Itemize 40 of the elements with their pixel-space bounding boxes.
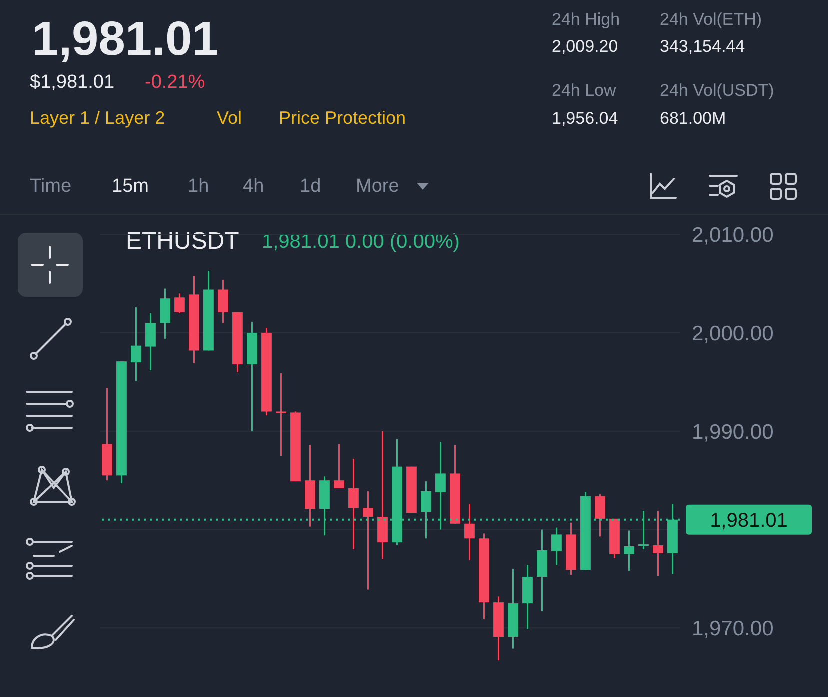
text: 1,956.04 (552, 109, 618, 129)
candlestick (348, 458, 359, 550)
text: ETHUSDT (126, 228, 240, 256)
candlestick (276, 372, 286, 457)
y-tick-label: 2,000.00 (692, 322, 774, 346)
y-tick-label: 2,010.00 (692, 224, 774, 248)
candlestick (624, 530, 634, 572)
text: 2,009.20 (552, 37, 618, 57)
text: More (356, 176, 400, 198)
text: Price Protection (279, 108, 406, 129)
text: $1,981.01 (30, 72, 115, 94)
text: 24h Vol(USDT) (660, 81, 774, 101)
text: -0.21% (145, 72, 206, 94)
text: 24h Low (552, 81, 616, 101)
text: Layer 1 / Layer 2 (30, 108, 166, 129)
candlestick (363, 490, 374, 591)
text: 1d (300, 176, 322, 198)
text: 681.00M (660, 109, 726, 129)
text: 24h High (552, 10, 620, 30)
text: 4h (243, 176, 264, 198)
candlestick (653, 510, 664, 577)
candlestick (464, 503, 475, 562)
y-tick-label: 1,990.00 (692, 420, 774, 444)
text: Time (30, 176, 72, 198)
candlestick (174, 292, 185, 314)
text: 24h Vol(ETH) (660, 10, 762, 30)
y-tick-label: 1,970.00 (692, 618, 774, 641)
candlestick (218, 279, 228, 324)
candlestick (552, 527, 562, 566)
candlestick (334, 443, 344, 490)
text: 1,981.01 0.00 (0.00%) (262, 231, 460, 254)
text: 1h (188, 176, 210, 198)
text: 343,154.44 (660, 37, 746, 57)
text: 1,981.01 (32, 12, 219, 67)
candlestick (595, 494, 606, 538)
ref-line-label: 1,981.01 (710, 510, 788, 532)
text: Vol (217, 108, 242, 129)
text: 15m (112, 176, 149, 198)
candlestick (146, 312, 156, 372)
candlestick (131, 306, 142, 382)
